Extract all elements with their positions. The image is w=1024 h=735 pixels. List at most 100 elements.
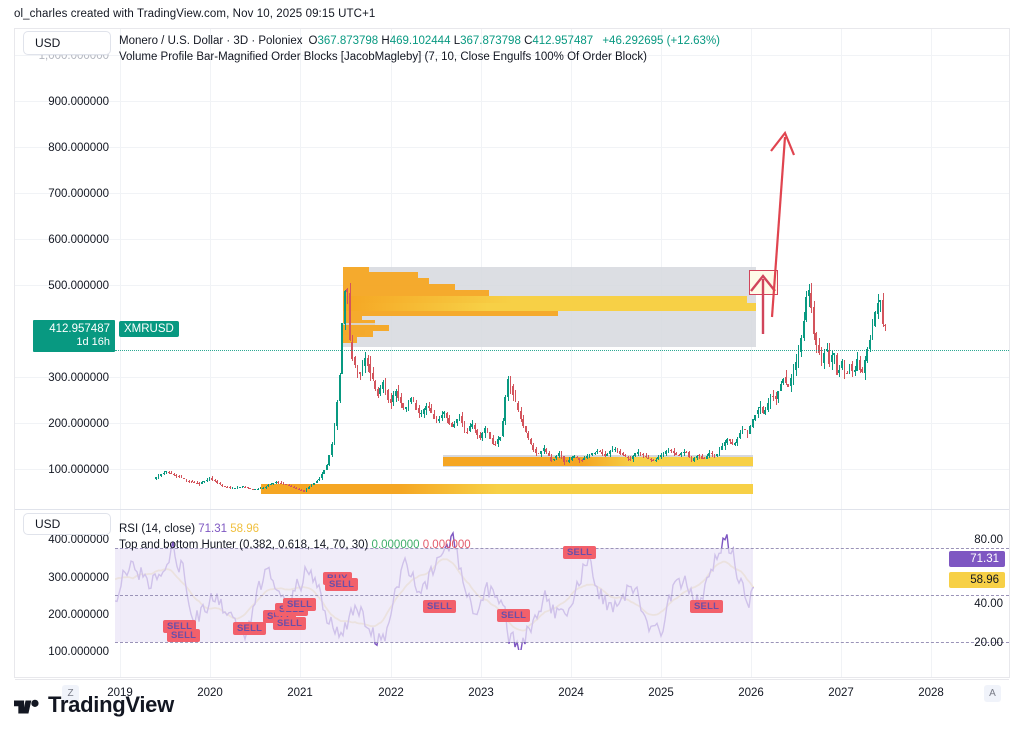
- rsi-signal-chip: SELL: [497, 609, 531, 622]
- tradingview-wordmark: TradingView: [48, 692, 174, 717]
- hunter-value-b: 0.000000: [422, 539, 471, 551]
- gridline-v: [571, 29, 572, 677]
- price-tick: 300.000000: [48, 372, 109, 384]
- price-tick: 200.000000: [48, 418, 109, 430]
- rsi-right-axis[interactable]: 80.00 71.31 58.96 40.00 20.00: [931, 510, 1009, 650]
- gridline-h: [15, 55, 1009, 56]
- volume-profile-bar: [343, 320, 375, 325]
- time-tick: 2026: [738, 687, 764, 699]
- rsi-signal-chip: SELL: [423, 600, 457, 613]
- price-tick: 900.000000: [48, 96, 109, 108]
- gridline-v: [751, 29, 752, 677]
- price-tick: 800.000000: [48, 142, 109, 154]
- volume-profile-bar: [343, 290, 489, 296]
- volume-profile-background: [343, 323, 756, 347]
- gridline-v: [120, 29, 121, 677]
- rsi-tick-20: 20.00: [974, 637, 1003, 649]
- legend-sep: ·: [223, 35, 234, 47]
- rsi-left-tick: 400.000000: [48, 534, 109, 546]
- volume-profile-poc: [343, 303, 756, 311]
- rsi-legend[interactable]: RSI (14, close) 71.31 58.96: [119, 523, 259, 535]
- gridline-v: [481, 29, 482, 677]
- rsi-signal-chip: SELL: [273, 617, 307, 630]
- gridline-h: [15, 423, 1009, 424]
- legend-sep: ·: [248, 35, 259, 47]
- rsi-left-price-axis: 400.000000 300.000000 200.000000 100.000…: [15, 510, 115, 658]
- time-tick: 2028: [918, 687, 944, 699]
- rsi-currency-badge[interactable]: USD: [23, 513, 111, 535]
- low-value: 367.873798: [460, 35, 521, 47]
- gridline-v: [931, 29, 932, 677]
- symbol-legend[interactable]: Monero / U.S. Dollar · 3D · Poloniex O367…: [119, 35, 720, 47]
- rsi-signal-chip: SELL: [325, 578, 359, 591]
- price-tick: 500.000000: [48, 280, 109, 292]
- rsi-pane[interactable]: SELLSELLSELLSELLSELLSELLSELLBUYSELLSELLS…: [115, 510, 1009, 650]
- order-block-bullish: [443, 457, 753, 466]
- indicator-legend-volume-profile[interactable]: Volume Profile Bar-Magnified Order Block…: [119, 51, 647, 63]
- close-value: 412.957487: [532, 35, 594, 47]
- pane-separator[interactable]: [15, 509, 1009, 510]
- rsi-left-tick: 200.000000: [48, 609, 109, 621]
- rsi-current-badge: 71.31: [949, 551, 1005, 567]
- time-tick: 2019: [107, 687, 133, 699]
- gridline-v: [391, 29, 392, 677]
- rsi-tick-80: 80.00: [974, 534, 1003, 546]
- time-tick: 2021: [287, 687, 313, 699]
- last-price-value: 412.957487: [49, 323, 110, 335]
- breakout-box-annotation[interactable]: [749, 270, 778, 295]
- tradingview-branding: TradingView: [14, 692, 174, 718]
- last-price-badge[interactable]: 412.957487 1d 16h: [33, 320, 115, 352]
- time-tick: 2024: [558, 687, 584, 699]
- rsi-overbought-line: [115, 548, 1009, 549]
- price-axis[interactable]: 1,000.000000 900.000000 800.000000 700.0…: [15, 29, 115, 677]
- volume-profile-bar: [343, 331, 373, 337]
- volume-profile-bar: [343, 267, 369, 272]
- price-tick: 600.000000: [48, 234, 109, 246]
- volume-profile-bar: [343, 272, 418, 278]
- gridline-h: [15, 377, 1009, 378]
- rsi-midline: [115, 595, 1009, 596]
- currency-badge[interactable]: USD: [23, 31, 111, 55]
- gridline-h: [15, 239, 1009, 240]
- open-label: O: [308, 35, 318, 47]
- price-pane[interactable]: [115, 29, 1009, 509]
- time-axis[interactable]: Z A 2019 2020 2021 2022 2023 2024 2025 2…: [15, 679, 1009, 707]
- volume-profile-bar: [343, 325, 389, 331]
- rsi-left-tick: 300.000000: [48, 572, 109, 584]
- rsi-ma-badge: 58.96: [949, 572, 1005, 588]
- gridline-v: [300, 29, 301, 677]
- bar-countdown: 1d 16h: [76, 336, 110, 348]
- time-tick: 2025: [648, 687, 674, 699]
- order-block-bullish: [261, 484, 753, 494]
- auto-scale-button[interactable]: A: [984, 685, 1001, 702]
- volume-profile-poc: [343, 296, 747, 303]
- rsi-value: 71.31: [198, 523, 228, 535]
- gridline-v: [210, 29, 211, 677]
- gridline-h: [15, 147, 1009, 148]
- symbol-tag[interactable]: XMRUSD: [119, 321, 179, 337]
- high-value: 469.102444: [389, 35, 451, 47]
- rsi-name: RSI (14, close): [119, 523, 196, 535]
- exchange: Poloniex: [258, 35, 303, 47]
- volume-profile-bar: [343, 284, 455, 290]
- volume-profile-bar: [343, 316, 362, 320]
- last-price-line: [115, 350, 1009, 351]
- time-tick: 2023: [468, 687, 494, 699]
- rsi-signal-chip: SELL: [167, 629, 201, 642]
- change-percent: (+12.63%): [666, 35, 721, 47]
- attribution-text: ol_charles created with TradingView.com,…: [14, 8, 376, 20]
- low-label: L: [453, 35, 461, 47]
- hunter-legend[interactable]: Top and bottom Hunter (0.382, 0.618, 14,…: [119, 539, 471, 551]
- timezone-button[interactable]: Z: [62, 685, 79, 702]
- tradingview-logo-icon: [14, 699, 39, 713]
- hunter-name: Top and bottom Hunter (0.382, 0.618, 14,…: [119, 539, 369, 551]
- gridline-v: [661, 29, 662, 677]
- change-value: +46.292695: [602, 35, 664, 47]
- rsi-signal-chip: SELL: [563, 546, 597, 559]
- volume-profile-bar: [343, 311, 558, 316]
- rsi-oversold-line: [115, 642, 1009, 643]
- rsi-tick-40: 40.00: [974, 598, 1003, 610]
- hunter-value-a: 0.000000: [371, 539, 420, 551]
- gridline-h: [15, 193, 1009, 194]
- time-tick: 2027: [828, 687, 854, 699]
